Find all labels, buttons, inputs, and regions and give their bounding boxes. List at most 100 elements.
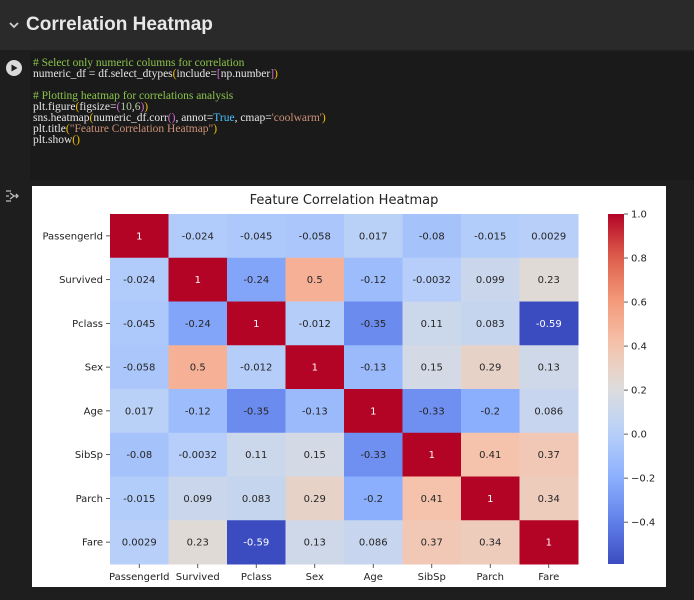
code-token: # Plotting heatmap for correlations anal… bbox=[33, 90, 234, 102]
heatmap-cell bbox=[110, 520, 169, 565]
cell-annotation: 0.086 bbox=[534, 406, 563, 417]
heatmap-cell bbox=[285, 389, 345, 434]
section-title: Correlation Heatmap bbox=[26, 14, 213, 35]
code-token: [ bbox=[216, 68, 221, 80]
code-token: numeric_df = df.select_dtypes bbox=[33, 68, 173, 80]
heatmap-cell bbox=[110, 257, 169, 302]
x-tick-label: Sex bbox=[306, 572, 324, 583]
y-tick-label: Pclass bbox=[72, 319, 103, 330]
code-token: ( bbox=[89, 112, 94, 124]
code-token: ) bbox=[274, 68, 278, 80]
heatmap-cell bbox=[402, 214, 462, 259]
code-token: figsize= bbox=[79, 101, 117, 113]
cell-annotation: -0.024 bbox=[182, 231, 214, 242]
code-token: plt.figure bbox=[33, 101, 76, 113]
cell-annotation: 0.34 bbox=[479, 538, 501, 549]
cell-annotation: 0.017 bbox=[125, 406, 154, 417]
colorbar bbox=[608, 214, 624, 564]
heatmap-cell bbox=[461, 214, 520, 259]
heatmap-cell bbox=[285, 432, 345, 477]
heatmap-cell bbox=[285, 214, 345, 259]
x-tick-label: Age bbox=[364, 572, 383, 583]
cell-annotation: 0.13 bbox=[304, 538, 326, 549]
code-line: # Select only numeric columns for correl… bbox=[33, 57, 694, 69]
cell-annotation: 1 bbox=[136, 231, 142, 242]
colorbar-tick-label: 0.0 bbox=[631, 430, 647, 441]
cell-annotation: -0.59 bbox=[243, 538, 269, 549]
cell-annotation: -0.012 bbox=[299, 319, 331, 330]
heatmap-cell bbox=[519, 476, 579, 521]
colorbar-tick-label: −0.4 bbox=[631, 518, 655, 529]
heatmap-cell bbox=[168, 257, 228, 302]
cell-annotation: 1 bbox=[487, 494, 493, 505]
x-tick-label: Pclass bbox=[241, 572, 272, 583]
heatmap-cell bbox=[227, 432, 286, 477]
cell-annotation: 0.15 bbox=[421, 363, 443, 374]
play-icon bbox=[11, 64, 18, 72]
cell-annotation: 0.11 bbox=[245, 450, 267, 461]
colorbar-tick-label: 0.4 bbox=[631, 342, 647, 353]
heatmap-cell bbox=[344, 476, 403, 521]
code-token: sns.heatmap bbox=[33, 112, 90, 124]
y-tick-label: SibSp bbox=[75, 450, 103, 461]
heatmap-cell bbox=[285, 257, 345, 302]
cell-annotation: 0.23 bbox=[187, 538, 209, 549]
heatmap-cell bbox=[110, 432, 169, 477]
code-line: plt.title("Feature Correlation Heatmap") bbox=[33, 123, 694, 135]
output-options-icon[interactable] bbox=[5, 188, 21, 204]
cell-annotation: 1 bbox=[253, 319, 259, 330]
cell-annotation: -0.35 bbox=[360, 319, 386, 330]
heatmap-cell bbox=[519, 301, 579, 346]
heatmap-cell bbox=[110, 345, 169, 390]
code-token: () bbox=[167, 112, 176, 124]
cell-annotation: -0.058 bbox=[123, 363, 155, 374]
code-token: np.number bbox=[220, 68, 271, 80]
heatmap-cell bbox=[110, 214, 169, 259]
code-token: plt.show bbox=[33, 134, 73, 146]
cell-annotation: -0.33 bbox=[360, 450, 386, 461]
cell-annotation: -0.2 bbox=[363, 494, 383, 505]
cell-annotation: -0.59 bbox=[536, 319, 562, 330]
colorbar-tick-label: 0.8 bbox=[631, 254, 647, 265]
cell-annotation: -0.058 bbox=[299, 231, 331, 242]
cell-annotation: 0.23 bbox=[538, 275, 560, 286]
cell-annotation: 0.086 bbox=[359, 538, 388, 549]
code-token: include= bbox=[176, 68, 217, 80]
cell-annotation: -0.015 bbox=[474, 231, 506, 242]
heatmap-cell bbox=[519, 257, 579, 302]
colorbar-tick-label: −0.2 bbox=[631, 474, 655, 485]
x-tick-label: PassengerId bbox=[109, 572, 170, 583]
y-tick-label: Fare bbox=[82, 538, 103, 549]
x-tick-label: Parch bbox=[477, 572, 504, 583]
heatmap-cell bbox=[402, 389, 462, 434]
y-tick-label: Parch bbox=[76, 494, 103, 505]
cell-annotation: 1 bbox=[312, 363, 318, 374]
cell-annotation: 0.41 bbox=[479, 450, 501, 461]
heatmap-cell bbox=[402, 432, 462, 477]
code-line: sns.heatmap(numeric_df.corr(), annot=Tru… bbox=[33, 112, 694, 124]
cell-annotation: 0.5 bbox=[307, 275, 323, 286]
code-cell: # Select only numeric columns for correl… bbox=[0, 52, 694, 180]
cell-annotation: -0.015 bbox=[123, 494, 155, 505]
heatmap-cell bbox=[519, 389, 579, 434]
heatmap-cell bbox=[461, 476, 520, 521]
chevron-down-icon[interactable] bbox=[2, 13, 26, 37]
heatmap-cell bbox=[519, 345, 579, 390]
y-tick-label: Survived bbox=[59, 275, 103, 286]
code-editor[interactable]: # Select only numeric columns for correl… bbox=[30, 52, 694, 180]
code-token: () bbox=[72, 134, 80, 146]
code-token: , cmap= bbox=[234, 112, 272, 124]
heatmap-cell bbox=[168, 345, 228, 390]
cell-annotation: -0.13 bbox=[360, 363, 386, 374]
run-cell-button[interactable] bbox=[6, 60, 22, 76]
heatmap-cell bbox=[285, 520, 345, 565]
heatmap-cell bbox=[227, 257, 286, 302]
heatmap-cell bbox=[402, 257, 462, 302]
cell-annotation: 0.083 bbox=[476, 319, 505, 330]
cell-annotation: 0.099 bbox=[476, 275, 505, 286]
code-line: plt.show() bbox=[33, 134, 694, 146]
code-token: ) bbox=[144, 101, 149, 113]
cell-output: Feature Correlation Heatmap 1 -0.024 -0.045… bbox=[0, 182, 694, 600]
heatmap-cell bbox=[344, 257, 403, 302]
cell-annotation: -0.0032 bbox=[178, 450, 217, 461]
